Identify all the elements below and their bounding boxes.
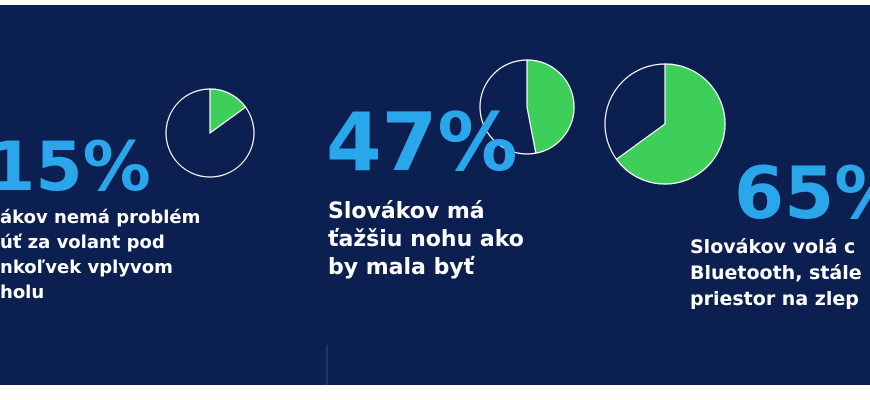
description: by mala byť <box>328 255 476 280</box>
description: priestor na zlep <box>690 288 859 310</box>
description: úť za volant pod <box>0 232 165 253</box>
description: holu <box>0 282 44 303</box>
description: Bluetooth, stále <box>690 262 862 284</box>
pie-slice <box>209 88 247 135</box>
percent-label: 47% <box>326 96 517 189</box>
description: ákov nemá problém <box>0 207 200 228</box>
pie-slice <box>526 59 575 154</box>
background <box>0 5 870 385</box>
description: Slovákov má <box>328 199 485 224</box>
percent-label: 15% <box>0 128 151 207</box>
description: nkoľvek vplyvom <box>0 257 173 278</box>
percent-label: 65% <box>734 151 870 235</box>
description: Slovákov volá c <box>690 236 855 258</box>
pie-slice <box>615 63 726 185</box>
description: ťažšiu nohu ako <box>328 227 524 252</box>
